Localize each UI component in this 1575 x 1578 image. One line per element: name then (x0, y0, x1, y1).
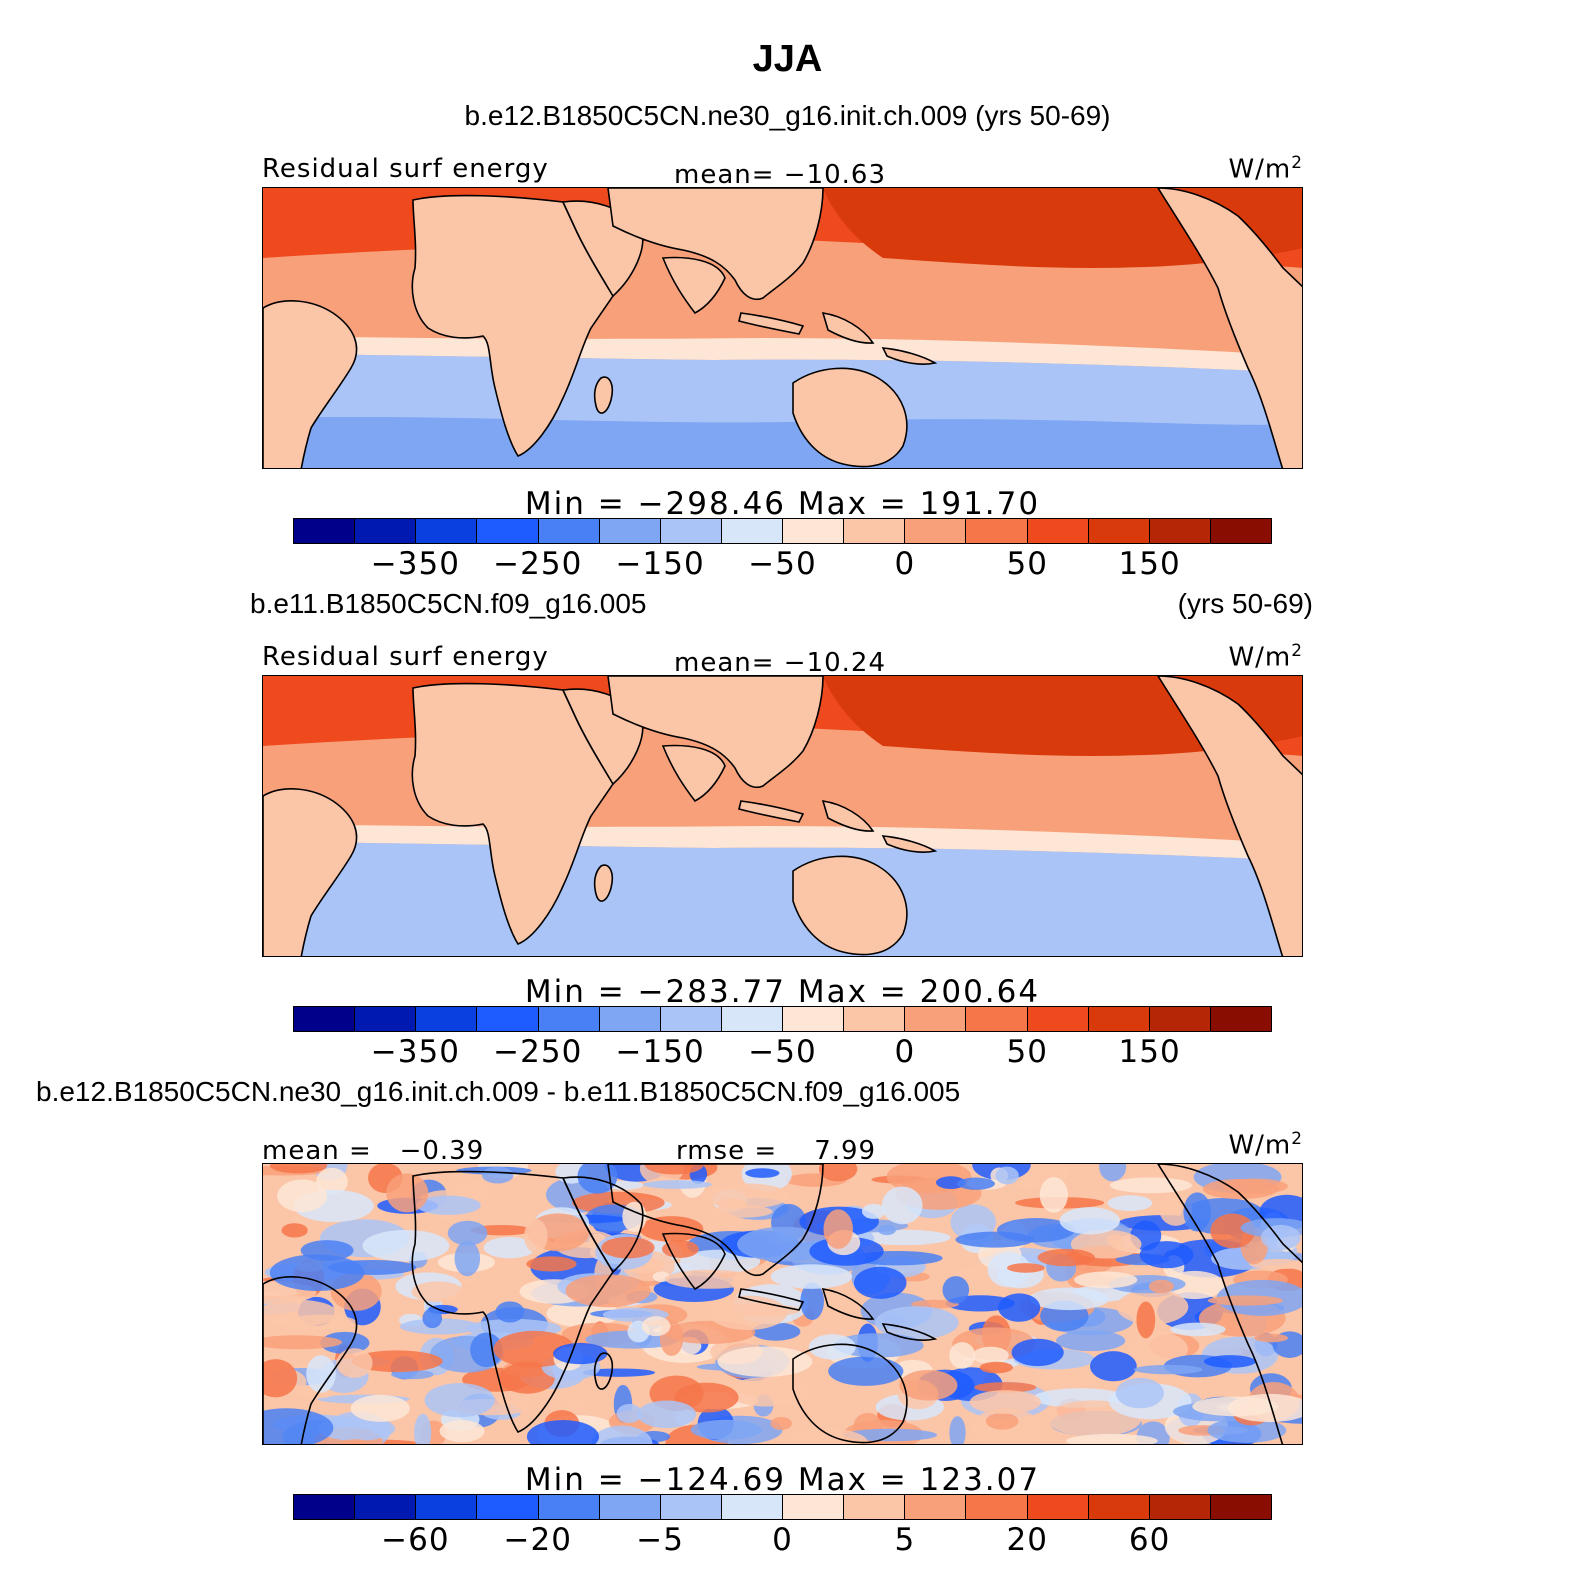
panel-2-variable-label: Residual surf energy (262, 642, 549, 672)
colorbar-swatch (844, 1495, 906, 1519)
panel-3-case-title: b.e12.B1850C5CN.ne30_g16.init.ch.009 - b… (36, 1076, 961, 1107)
colorbar-swatch (783, 519, 845, 543)
colorbar-swatch (416, 1007, 478, 1031)
colorbar-swatch (477, 1495, 539, 1519)
colorbar-swatch (783, 1495, 845, 1519)
colorbar-swatch (966, 519, 1028, 543)
colorbar-swatch (416, 519, 478, 543)
panel-2-case-title: b.e11.B1850C5CN.f09_g16.005 (250, 588, 647, 619)
colorbar-swatch (294, 1495, 356, 1519)
panel-1-mean-label: mean= −10.63 (674, 160, 887, 190)
colorbar-tick-label: −150 (615, 1034, 705, 1070)
panel-1-case-title: b.e12.B1850C5CN.ne30_g16.init.ch.009 (yr… (464, 100, 1111, 131)
colorbar-tick-label: −350 (370, 1034, 460, 1070)
colorbar-swatch (1088, 1007, 1150, 1031)
colorbar-swatch (1210, 1007, 1271, 1031)
colorbar-tick-label: 20 (1006, 1522, 1048, 1558)
colorbar-swatch (721, 519, 783, 543)
colorbar-swatch (477, 519, 539, 543)
panel-2-colorbar (293, 1006, 1272, 1032)
panel-2-mean-label: mean= −10.24 (674, 648, 887, 678)
colorbar-swatch (1149, 1007, 1211, 1031)
colorbar-tick-label: −60 (381, 1522, 450, 1558)
colorbar-swatch (844, 1007, 906, 1031)
colorbar-swatch (416, 1495, 478, 1519)
colorbar-swatch (660, 1007, 722, 1031)
panel-2-minmax: Min = −283.77 Max = 200.64 (524, 974, 1041, 1010)
colorbar-swatch (1088, 1495, 1150, 1519)
colorbar-swatch (721, 1007, 783, 1031)
colorbar-swatch (1088, 519, 1150, 543)
colorbar-tick-label: 50 (1006, 546, 1048, 582)
colorbar-tick-label: −350 (370, 546, 460, 582)
panel-3-colorbar (293, 1494, 1272, 1520)
panel-3-rmse-label: rmse = 7.99 (676, 1136, 877, 1166)
colorbar-swatch (355, 1495, 417, 1519)
colorbar-tick-label: −50 (748, 1034, 817, 1070)
colorbar-swatch (294, 1007, 356, 1031)
colorbar-swatch (477, 1007, 539, 1031)
colorbar-tick-label: 5 (894, 1522, 916, 1558)
colorbar-swatch (599, 1007, 661, 1031)
colorbar-swatch (844, 519, 906, 543)
colorbar-tick-label: 60 (1128, 1522, 1171, 1558)
colorbar-swatch (905, 519, 967, 543)
colorbar-tick-label: −50 (748, 546, 817, 582)
colorbar-tick-label: 0 (772, 1522, 793, 1558)
colorbar-swatch (1210, 519, 1271, 543)
colorbar-swatch (966, 1495, 1028, 1519)
colorbar-swatch (355, 519, 417, 543)
colorbar-tick-label: 50 (1006, 1034, 1048, 1070)
panel-2-case-years: (yrs 50-69) (1177, 588, 1313, 619)
colorbar-tick-label: −20 (503, 1522, 572, 1558)
panel-1-colorbar (293, 518, 1272, 544)
colorbar-swatch (355, 1007, 417, 1031)
colorbar-swatch (599, 1495, 661, 1519)
colorbar-swatch (1149, 1495, 1211, 1519)
colorbar-swatch (294, 519, 356, 543)
panel-1-map (262, 187, 1303, 469)
colorbar-swatch (905, 1495, 967, 1519)
colorbar-swatch (660, 519, 722, 543)
colorbar-swatch (1210, 1495, 1271, 1519)
panel-2-map (262, 675, 1303, 957)
colorbar-tick-label: 0 (894, 546, 916, 582)
panel-3-mean-label: mean = −0.39 (262, 1136, 485, 1166)
colorbar-swatch (1149, 519, 1211, 543)
panel-2-units: W/m2 (1228, 640, 1303, 673)
colorbar-swatch (660, 1495, 722, 1519)
figure-title: JJA (752, 38, 823, 80)
panel-3-map (262, 1163, 1303, 1445)
colorbar-swatch (1027, 1495, 1089, 1519)
colorbar-swatch (966, 1007, 1028, 1031)
colorbar-tick-label: 150 (1118, 546, 1181, 582)
colorbar-swatch (783, 1007, 845, 1031)
colorbar-swatch (905, 1007, 967, 1031)
colorbar-swatch (1027, 519, 1089, 543)
colorbar-swatch (538, 1495, 600, 1519)
colorbar-tick-label: −150 (615, 546, 705, 582)
colorbar-tick-label: −250 (493, 1034, 583, 1070)
colorbar-swatch (538, 1007, 600, 1031)
panel-3-minmax: Min = −124.69 Max = 123.07 (524, 1462, 1041, 1498)
colorbar-swatch (721, 1495, 783, 1519)
panel-3-units: W/m2 (1228, 1128, 1303, 1161)
panel-1-variable-label: Residual surf energy (262, 154, 549, 184)
colorbar-swatch (538, 519, 600, 543)
colorbar-tick-label: 0 (894, 1034, 916, 1070)
colorbar-tick-label: −5 (636, 1522, 684, 1558)
panel-1-minmax: Min = −298.46 Max = 191.70 (524, 486, 1041, 522)
colorbar-tick-label: 150 (1118, 1034, 1181, 1070)
colorbar-tick-label: −250 (493, 546, 583, 582)
colorbar-swatch (1027, 1007, 1089, 1031)
colorbar-swatch (599, 519, 661, 543)
panel-1-units: W/m2 (1228, 152, 1303, 185)
